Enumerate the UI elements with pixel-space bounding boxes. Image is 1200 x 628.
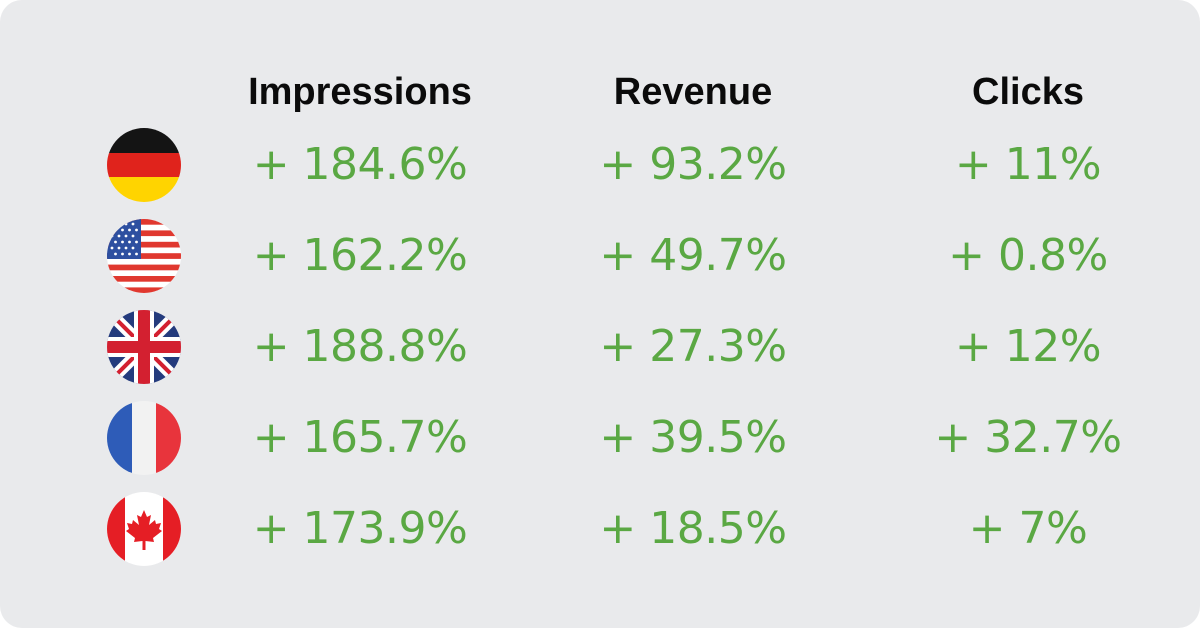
clicks-value: + 11% (954, 139, 1102, 190)
table-row: + 184.6% + 93.2% + 11% (0, 120, 1200, 210)
impressions-value: + 165.7% (252, 412, 468, 463)
table-row: + 162.2% + 49.7% + 0.8% (0, 211, 1200, 301)
clicks-value: + 32.7% (934, 412, 1122, 463)
table-row: + 188.8% + 27.3% + 12% (0, 302, 1200, 392)
uk-flag-icon (107, 310, 181, 384)
france-flag-icon (107, 401, 181, 475)
revenue-value: + 18.5% (599, 503, 787, 554)
revenue-value: + 27.3% (599, 321, 787, 372)
revenue-value: + 49.7% (599, 230, 787, 281)
clicks-value: + 12% (954, 321, 1102, 372)
impressions-value: + 162.2% (252, 230, 468, 281)
impressions-value: + 173.9% (252, 503, 468, 554)
clicks-value: + 0.8% (948, 230, 1108, 281)
canada-flag-icon (107, 492, 181, 566)
header-revenue: Revenue (613, 71, 773, 113)
table-row: + 165.7% + 39.5% + 32.7% (0, 393, 1200, 483)
header-impressions: Impressions (248, 71, 472, 113)
germany-flag-icon (107, 128, 181, 202)
clicks-value: + 7% (968, 503, 1088, 554)
usa-flag-icon (107, 219, 181, 293)
header-clicks: Clicks (972, 71, 1084, 113)
table-row: + 173.9% + 18.5% + 7% (0, 484, 1200, 574)
revenue-value: + 93.2% (599, 139, 787, 190)
revenue-value: + 39.5% (599, 412, 787, 463)
impressions-value: + 188.8% (252, 321, 468, 372)
impressions-value: + 184.6% (252, 139, 468, 190)
